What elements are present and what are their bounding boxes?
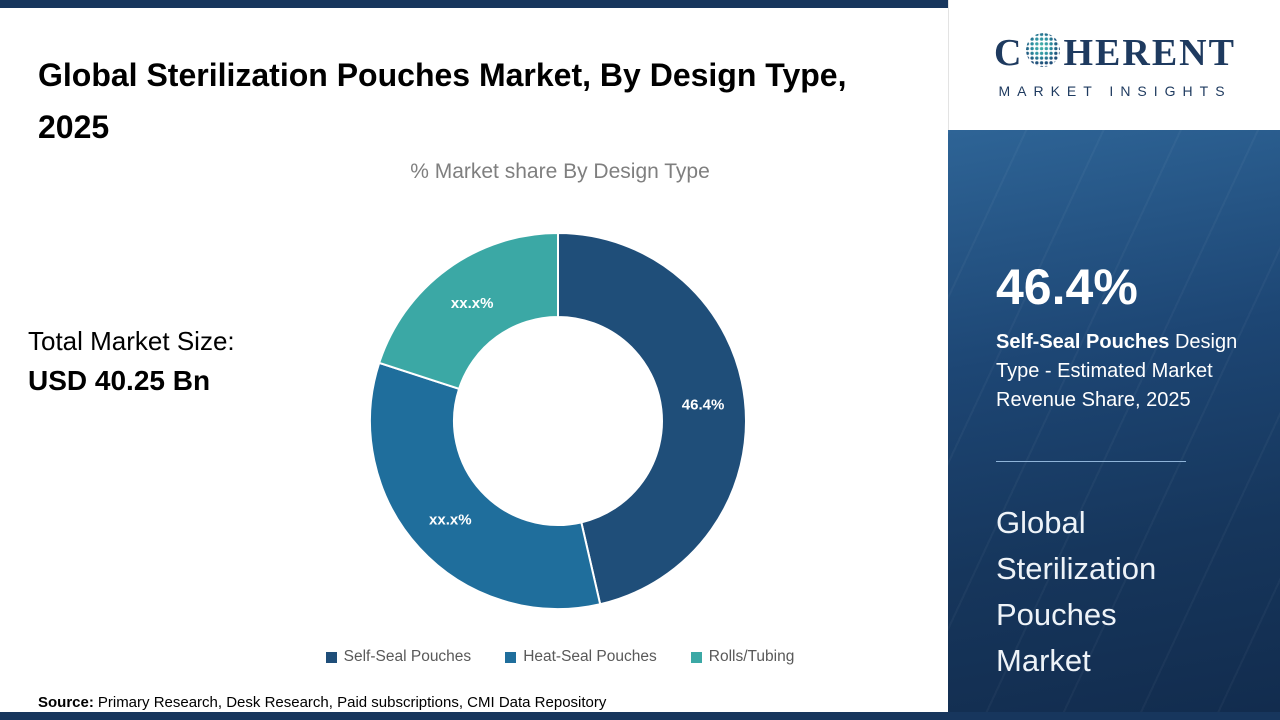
page-title: Global Sterilization Pouches Market, By … [38, 57, 847, 146]
source-label: Source: [38, 694, 94, 711]
panel-stat-description-bold: Self-Seal Pouches [996, 331, 1170, 353]
total-market-value: USD 40.25 Bn [28, 365, 211, 396]
total-market-label: Total Market Size: [28, 326, 235, 356]
brand-logo-prefix: C [994, 32, 1024, 74]
brand-logo-suffix: HERENT [1063, 32, 1236, 74]
legend-item: Self-Seal Pouches [325, 648, 472, 666]
donut-slice [369, 361, 602, 610]
legend-swatch [690, 651, 702, 663]
legend-label: Rolls/Tubing [708, 648, 795, 665]
total-market-block: Total Market Size: USD 40.25 Bn [28, 326, 235, 397]
legend-item: Rolls/Tubing [690, 648, 795, 666]
legend-swatch [325, 651, 337, 663]
legend-label: Heat-Seal Pouches [523, 648, 657, 665]
slice-value-label: 46.4% [682, 397, 725, 414]
brand-logo-tagline: MARKET INSIGHTS [998, 82, 1232, 99]
legend-label: Self-Seal Pouches [343, 648, 472, 665]
donut-slice [557, 231, 747, 606]
brand-logo: C [948, 0, 1280, 130]
panel-stat-description: Self-Seal Pouches Design Type - Estimate… [996, 328, 1246, 415]
top-accent-bar [0, 0, 948, 8]
panel-market-name: Global Sterilization Pouches Market [996, 505, 1157, 678]
panel-divider [996, 461, 1186, 462]
highlight-panel: 46.4% Self-Seal Pouches Design Type - Es… [948, 130, 1280, 712]
legend-swatch [505, 651, 517, 663]
legend-item: Heat-Seal Pouches [505, 648, 657, 666]
source-line: Source: Primary Research, Desk Research, … [38, 694, 606, 711]
source-text: Primary Research, Desk Research, Paid su… [97, 694, 607, 711]
chart-legend: Self-Seal Pouches Heat-Seal Pouches Rolls/… [174, 648, 946, 666]
donut-slice [377, 231, 559, 391]
chart-subtitle: % Market share By Design Type [410, 160, 710, 183]
panel-stat-description-rest: Design Type - Estimated Market Revenue S… [996, 331, 1238, 411]
panel-stat-value: 46.4% [996, 259, 1138, 315]
bottom-accent-bar [0, 712, 1280, 720]
slice-value-label: xx.x% [451, 295, 494, 312]
brand-logo-wordmark: C [994, 32, 1236, 75]
donut-chart: 46.4% xx.x% xx.x% [369, 231, 747, 610]
dotted-globe-icon [1025, 32, 1061, 75]
slice-value-label: xx.x% [429, 512, 472, 529]
